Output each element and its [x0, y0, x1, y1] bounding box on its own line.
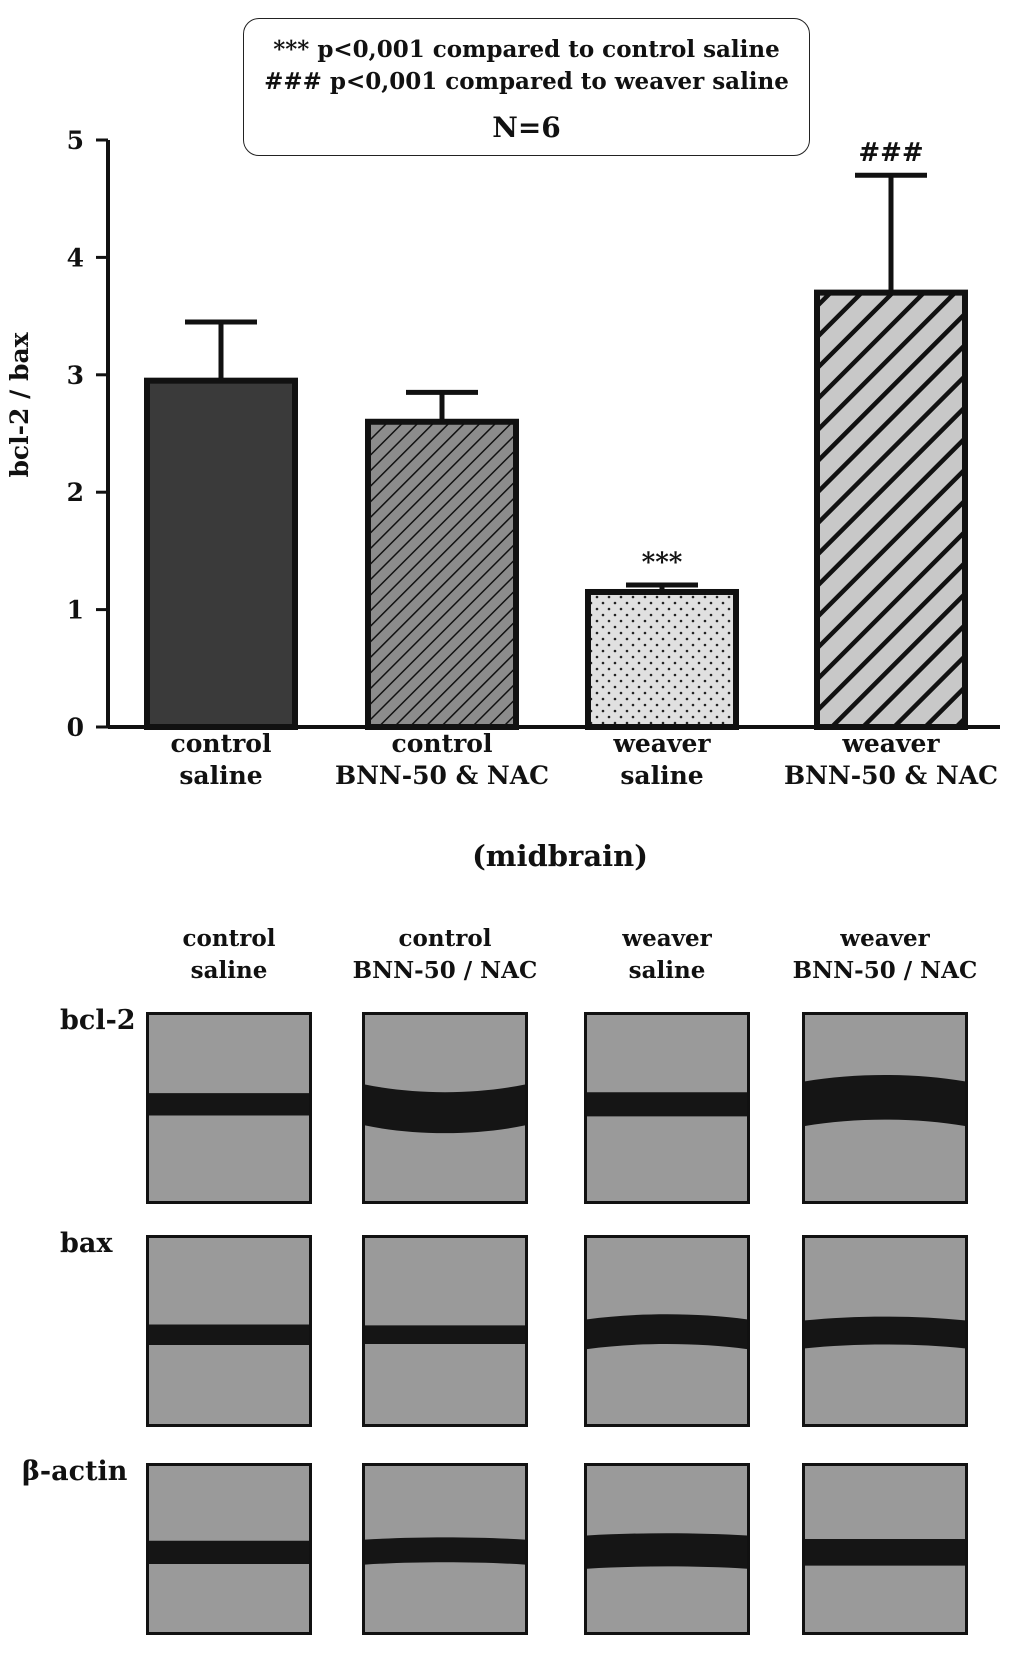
blot-image — [362, 1463, 528, 1635]
protein-band — [587, 1533, 747, 1569]
blot-image — [146, 1012, 312, 1204]
y-tick-label: 0 — [67, 713, 84, 742]
bar-1 — [365, 418, 519, 730]
blot-image — [146, 1235, 312, 1427]
blot-row-label: β-actin — [22, 1456, 128, 1487]
y-axis-label: bcl-2 / bax — [5, 331, 34, 477]
x-category-label: saline — [179, 761, 262, 790]
protein-band — [587, 1092, 747, 1117]
significance-legend: *** p<0,001 compared to control saline #… — [243, 18, 810, 156]
western-blot-panel: control saline control BNN-50 / NAC weaver sa… — [0, 900, 1024, 1660]
y-tick-label: 5 — [67, 126, 84, 155]
protein-band — [805, 1074, 965, 1127]
y-tick-label: 1 — [67, 596, 84, 625]
blot-lane-header-line: control — [398, 925, 492, 952]
x-category-label: BNN-50 & NAC — [335, 761, 549, 790]
blot-lane-header-line: BNN-50 / NAC — [352, 957, 538, 984]
protein-band — [805, 1539, 965, 1566]
significance-marker: *** — [642, 548, 683, 578]
protein-band — [149, 1324, 309, 1345]
legend-line-control: *** p<0,001 compared to control saline — [273, 36, 780, 63]
blot-row-label: bcl-2 — [60, 1005, 136, 1036]
blot-lane-header: control BNN-50 / NAC — [335, 923, 555, 987]
bar-3 — [814, 289, 968, 730]
sample-size-label: N=6 — [492, 111, 561, 144]
protein-band — [365, 1325, 525, 1345]
blot-image — [362, 1235, 528, 1427]
blot-lane-header: weaver BNN-50 / NAC — [775, 923, 995, 987]
legend-line-weaver: ### p<0,001 compared to weaver saline — [264, 68, 789, 95]
protein-band — [149, 1093, 309, 1116]
protein-band — [805, 1316, 965, 1349]
bar-2 — [585, 588, 739, 730]
x-category-label: control — [171, 729, 272, 758]
blot-lane-header-line: weaver — [840, 925, 930, 952]
protein-band — [365, 1537, 525, 1565]
blot-image — [802, 1463, 968, 1635]
blot-lane-header-line: saline — [628, 957, 706, 984]
bar-chart: bcl-2 / bax (midbrain) 0 1 2 3 4 5 control sal… — [5, 126, 1000, 873]
protein-band — [365, 1084, 525, 1134]
x-category-label: saline — [620, 761, 703, 790]
blot-lane-header-line: weaver — [622, 925, 712, 952]
blot-image — [584, 1463, 750, 1635]
blot-image — [146, 1463, 312, 1635]
blot-lane-header: weaver saline — [557, 923, 777, 987]
blot-lane-header-line: saline — [190, 957, 268, 984]
significance-marker: ### — [858, 138, 923, 168]
y-tick-label: 2 — [67, 478, 84, 507]
x-category-label: BNN-50 & NAC — [784, 761, 998, 790]
blot-image — [802, 1235, 968, 1427]
blot-image — [802, 1012, 968, 1204]
y-tick-label: 3 — [67, 361, 84, 390]
x-category-label: weaver — [841, 729, 940, 758]
blot-image — [584, 1012, 750, 1204]
x-category-label: weaver — [612, 729, 711, 758]
protein-band — [587, 1314, 747, 1350]
blot-lane-header-line: BNN-50 / NAC — [792, 957, 978, 984]
blot-image — [584, 1235, 750, 1427]
blot-row-label: bax — [60, 1228, 113, 1259]
x-category-label: control — [392, 729, 493, 758]
blot-lane-header: control saline — [119, 923, 339, 987]
protein-band — [149, 1540, 309, 1564]
blot-image — [362, 1012, 528, 1204]
y-tick-label: 4 — [67, 243, 84, 272]
blot-lane-header-line: control — [182, 925, 276, 952]
bar-0 — [144, 377, 298, 730]
x-axis-label: (midbrain) — [472, 839, 648, 873]
